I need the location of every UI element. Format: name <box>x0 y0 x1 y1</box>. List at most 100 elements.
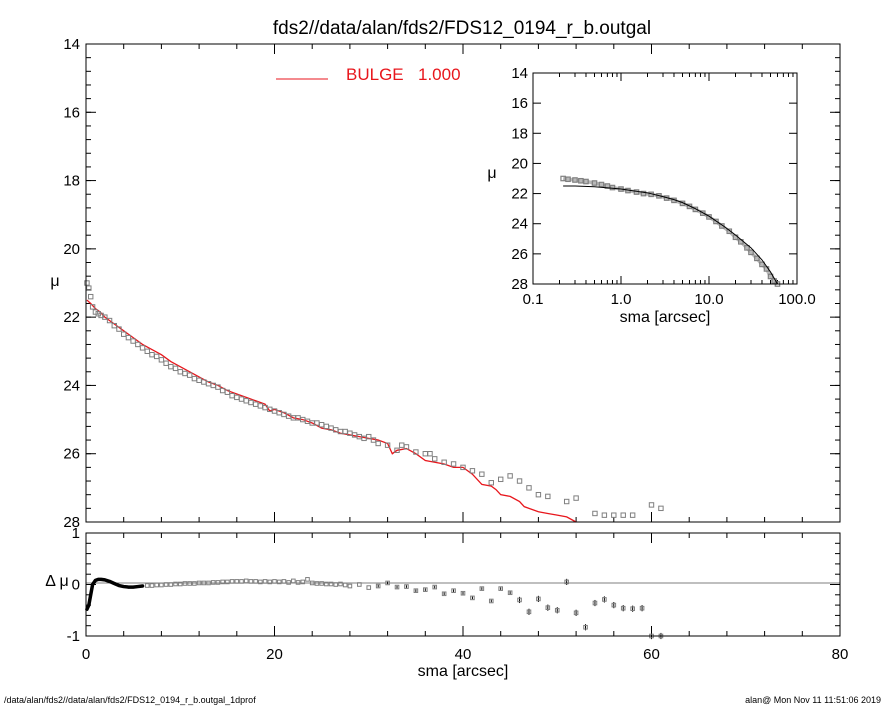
residual-point <box>394 584 400 590</box>
data-point <box>238 396 245 402</box>
residual-point <box>536 596 541 602</box>
residual-point <box>210 580 216 585</box>
data-point <box>248 399 254 406</box>
residual-point <box>488 598 494 604</box>
data-point <box>149 352 155 358</box>
inset-x-axis-label: sma [arcsec] <box>620 309 711 326</box>
inset-model-line <box>563 185 778 285</box>
residual-point <box>517 597 522 603</box>
residual-point <box>554 607 560 613</box>
data-point <box>601 512 608 518</box>
data-point <box>323 423 330 430</box>
residual-point <box>460 590 466 596</box>
inset-x-tick-label: 0.1 <box>523 291 544 308</box>
data-point <box>399 442 405 448</box>
data-point <box>629 512 636 518</box>
data-point <box>139 345 146 351</box>
residual-point <box>262 579 268 584</box>
main-data-series <box>84 280 664 518</box>
data-point <box>441 459 447 465</box>
residual-point <box>432 584 438 590</box>
residual-point <box>385 580 390 586</box>
data-point <box>498 476 504 483</box>
residual-point <box>324 581 329 587</box>
data-point <box>479 471 485 477</box>
data-point <box>432 456 438 462</box>
residual-point <box>451 588 456 593</box>
residual-point <box>338 581 343 587</box>
data-point <box>394 447 400 454</box>
residual-point <box>404 584 409 589</box>
residual-inner-line <box>85 577 145 611</box>
residual-point <box>286 580 291 585</box>
data-point <box>545 493 551 500</box>
residual-point <box>347 583 353 589</box>
data-point <box>366 433 372 440</box>
residual-point <box>611 602 617 608</box>
data-point <box>177 369 183 375</box>
residual-y-axis-label: Δ μ <box>45 573 68 590</box>
inset-x-tick-label: 100.0 <box>778 291 816 308</box>
inset-y-tick-label: 28 <box>511 276 528 293</box>
residual-point <box>583 624 588 630</box>
data-point <box>658 505 664 512</box>
residual-point <box>375 583 381 589</box>
residual-point <box>149 583 155 588</box>
bulge-model-line <box>86 299 577 523</box>
residual-point <box>413 588 419 593</box>
inset-y-tick-label: 22 <box>511 186 528 203</box>
residual-point <box>154 582 159 588</box>
residual-point <box>253 579 258 584</box>
data-point <box>252 401 259 407</box>
inset-model-series <box>563 185 778 285</box>
residual-point <box>144 583 150 588</box>
residual-point <box>300 579 306 585</box>
data-point <box>488 480 494 486</box>
data-point <box>573 495 579 501</box>
inset-y-tick-label: 18 <box>511 125 528 142</box>
main-y-tick-label: 14 <box>63 36 80 53</box>
data-point <box>111 322 117 329</box>
main-y-tick-label: 20 <box>63 241 80 258</box>
residual-point <box>220 579 225 585</box>
data-point <box>535 491 542 498</box>
data-point <box>413 449 419 455</box>
main-y-axis-label: μ <box>50 273 59 290</box>
data-point <box>526 485 532 491</box>
residual-y-tick-label: 0 <box>72 577 80 594</box>
data-point <box>130 338 136 344</box>
residual-point <box>366 585 372 590</box>
residual-point <box>620 605 626 611</box>
data-point <box>144 348 150 354</box>
data-point <box>516 478 523 484</box>
residual-point <box>281 579 287 584</box>
data-point <box>163 360 169 366</box>
main-y-tick-label: 18 <box>63 173 80 190</box>
residual-point <box>328 581 334 587</box>
residual-x-axis-label: sma [arcsec] <box>418 663 509 680</box>
residual-y-tick-label: -1 <box>67 628 80 645</box>
data-point <box>427 451 433 457</box>
residual-x-tick-label: 40 <box>455 646 472 663</box>
residual-point <box>479 586 485 591</box>
main-y-tick-label: 24 <box>63 377 80 394</box>
residual-point <box>441 591 447 597</box>
inset-y-axis-label: μ <box>487 165 496 182</box>
residual-point <box>602 597 607 602</box>
residual-point <box>295 580 301 585</box>
residual-point <box>234 579 240 584</box>
data-point <box>191 375 198 382</box>
data-point <box>135 341 141 348</box>
residual-point <box>215 580 221 585</box>
legend-label: BULGE <box>346 65 404 84</box>
residual-point <box>201 580 207 586</box>
residual-point <box>267 579 273 585</box>
data-point <box>229 392 235 399</box>
data-point <box>186 372 193 378</box>
data-point <box>196 377 202 384</box>
data-point <box>84 280 90 286</box>
data-point <box>158 357 165 363</box>
residual-point <box>314 581 320 586</box>
residual-point <box>545 605 551 610</box>
